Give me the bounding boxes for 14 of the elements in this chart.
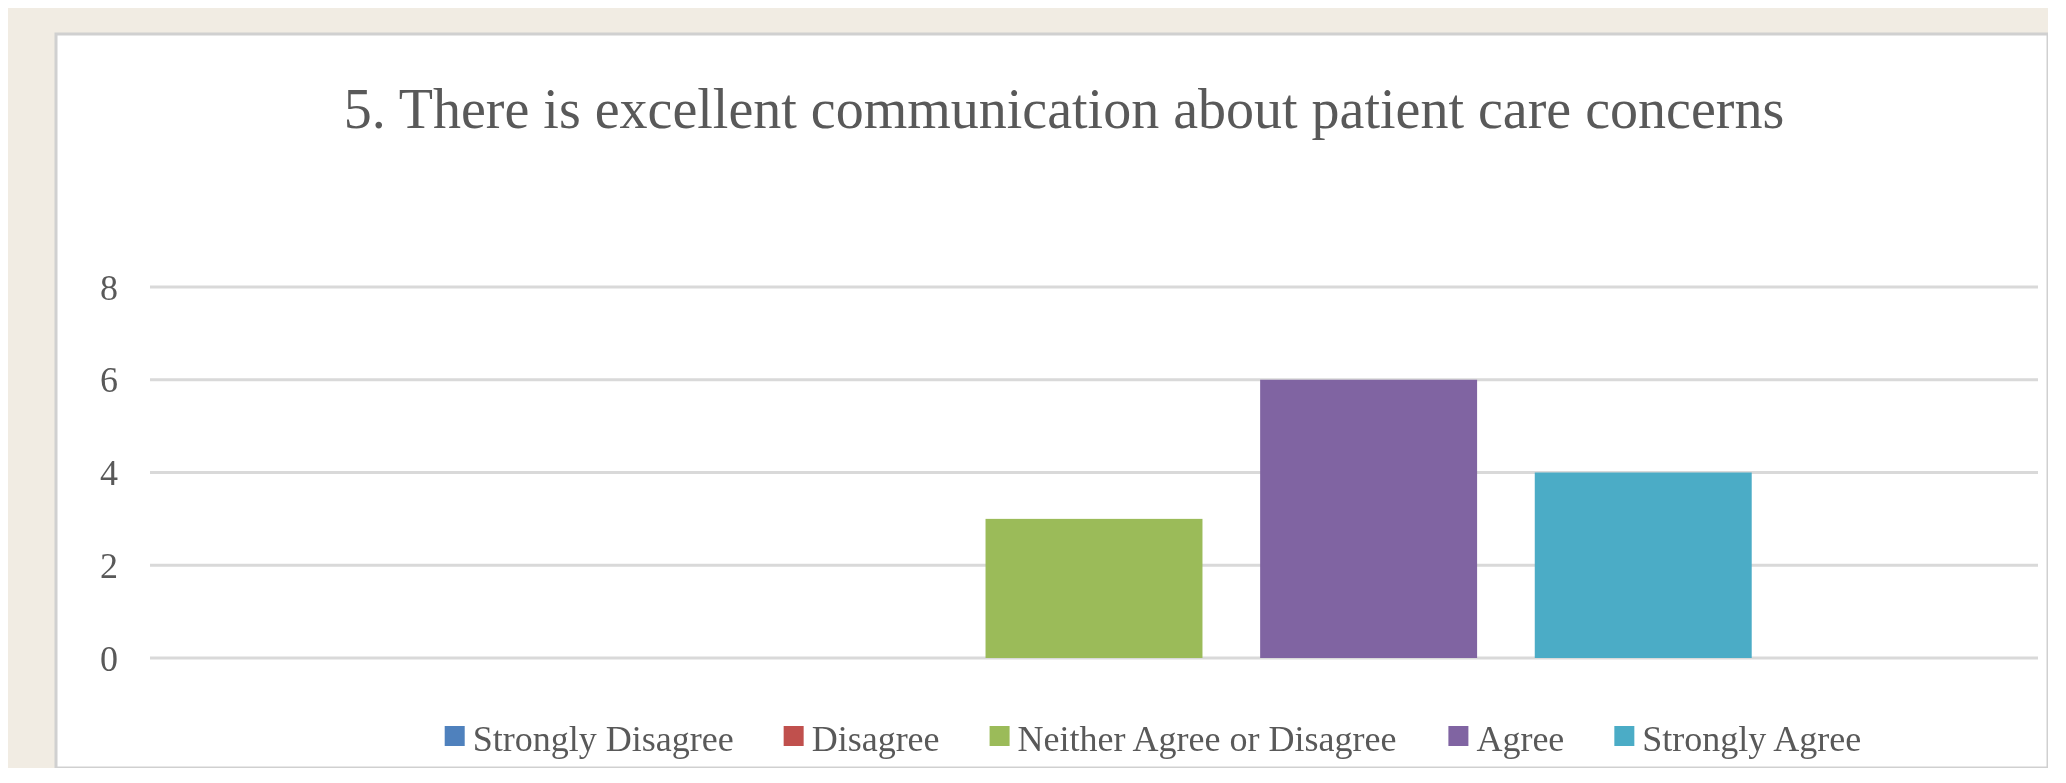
legend-label: Strongly Disagree [472,718,734,759]
bar [1534,472,1752,658]
bar [1260,379,1478,658]
y-tick-label: 0 [100,638,118,679]
legend-label: Disagree [811,718,940,759]
y-tick-label: 4 [100,453,118,494]
y-tick-label: 6 [100,360,118,401]
legend-label: Strongly Agree [1642,718,1862,759]
y-tick-label: 2 [100,545,118,586]
legend-label: Neither Agree or Disagree [1017,718,1397,759]
legend-label: Agree [1476,718,1565,759]
chart-title: 5. There is excellent communication about patient care concerns [343,78,1785,140]
bar [985,518,1203,658]
y-tick-label: 8 [100,267,118,308]
